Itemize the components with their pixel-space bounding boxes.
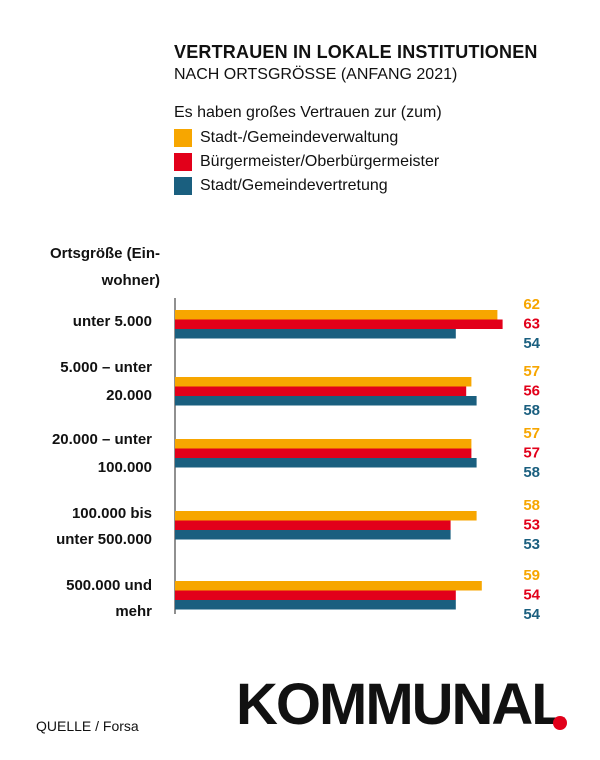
bar-verwaltung-4 (175, 511, 477, 521)
category-label-line: 100.000 (97, 459, 152, 476)
legend-title: Es haben großes Vertrauen zur (zum) (174, 104, 442, 121)
category-label: 20.000 – unter 100.000 (10, 428, 152, 480)
data-label-buergermeister-1: 63 (523, 316, 540, 333)
data-label-buergermeister-3: 57 (523, 445, 540, 462)
category-label-line: unter 5.000 (72, 313, 152, 330)
data-label-buergermeister-4: 53 (523, 517, 540, 534)
legend-swatch (174, 153, 192, 171)
data-label-vertretung-5: 54 (523, 606, 540, 623)
bar-verwaltung-2 (175, 377, 472, 387)
data-label-verwaltung-4: 58 (523, 497, 540, 514)
source-note: QUELLE / Forsa (36, 718, 139, 734)
category-label-line: 5.000 – unter (60, 359, 152, 376)
data-label-verwaltung-1: 62 (523, 296, 540, 313)
bar-verwaltung-5 (175, 581, 482, 591)
legend-label: Bürgermeister/Oberbürgermeister (200, 153, 440, 170)
legend-label: Stadt-/Gemeindeverwaltung (200, 129, 399, 146)
category-label-line: unter 500.000 (56, 531, 152, 548)
data-label-vertretung-2: 58 (523, 402, 540, 419)
legend: Stadt-/Gemeindeverwaltung Bürgermeister/… (174, 126, 439, 198)
category-label-line: mehr (115, 603, 152, 620)
category-label-line: 20.000 – unter (51, 431, 152, 448)
legend-swatch (174, 177, 192, 195)
category-label: 5.000 – unter 20.000 (10, 356, 152, 408)
y-axis-title: Ortsgröße (Ein- wohner) (20, 240, 160, 294)
bar-vertretung-5 (175, 600, 456, 610)
bar-verwaltung-3 (175, 439, 472, 449)
legend-item-vertretung: Stadt/Gemeindevertretung (174, 174, 439, 198)
bar-vertretung-4 (175, 530, 451, 540)
chart-title: VERTRAUEN IN LOKALE INSTITUTIONEN (174, 42, 538, 62)
bar-vertretung-1 (175, 329, 456, 339)
bar-buergermeister-5 (175, 590, 456, 600)
bar-vertretung-2 (175, 396, 477, 406)
data-label-buergermeister-2: 56 (523, 383, 540, 400)
y-axis-title-line: Ortsgröße (Ein- (49, 245, 160, 262)
y-axis-title-line: wohner) (101, 272, 160, 289)
data-label-buergermeister-5: 54 (523, 587, 540, 604)
bar-buergermeister-4 (175, 520, 451, 530)
category-label: unter 5.000 (10, 310, 152, 334)
bar-buergermeister-1 (175, 319, 503, 329)
data-label-vertretung-1: 54 (523, 335, 540, 352)
bar-vertretung-3 (175, 458, 477, 468)
bar-buergermeister-3 (175, 448, 472, 458)
logo-dot-icon (553, 716, 567, 730)
category-label-line: 100.000 bis (71, 505, 152, 522)
data-label-verwaltung-3: 57 (523, 425, 540, 442)
legend-swatch (174, 129, 192, 147)
category-label: 500.000 und mehr (10, 574, 152, 624)
category-label-line: 500.000 und (66, 577, 152, 594)
data-label-vertretung-4: 53 (523, 536, 540, 553)
data-label-verwaltung-5: 59 (523, 567, 540, 584)
data-label-vertretung-3: 58 (523, 464, 540, 481)
category-label: 100.000 bis unter 500.000 (10, 502, 152, 552)
legend-item-verwaltung: Stadt-/Gemeindeverwaltung (174, 126, 439, 150)
legend-label: Stadt/Gemeindevertretung (200, 177, 388, 194)
bar-verwaltung-1 (175, 310, 498, 320)
data-label-verwaltung-2: 57 (523, 363, 540, 380)
bar-buergermeister-2 (175, 386, 467, 396)
chart-subtitle: NACH ORTSGRÖSSE (ANFANG 2021) (174, 66, 458, 83)
kommunal-logo: KOMMUNAL (236, 672, 567, 737)
legend-item-buergermeister: Bürgermeister/Oberbürgermeister (174, 150, 439, 174)
category-label-line: 20.000 (106, 387, 152, 404)
